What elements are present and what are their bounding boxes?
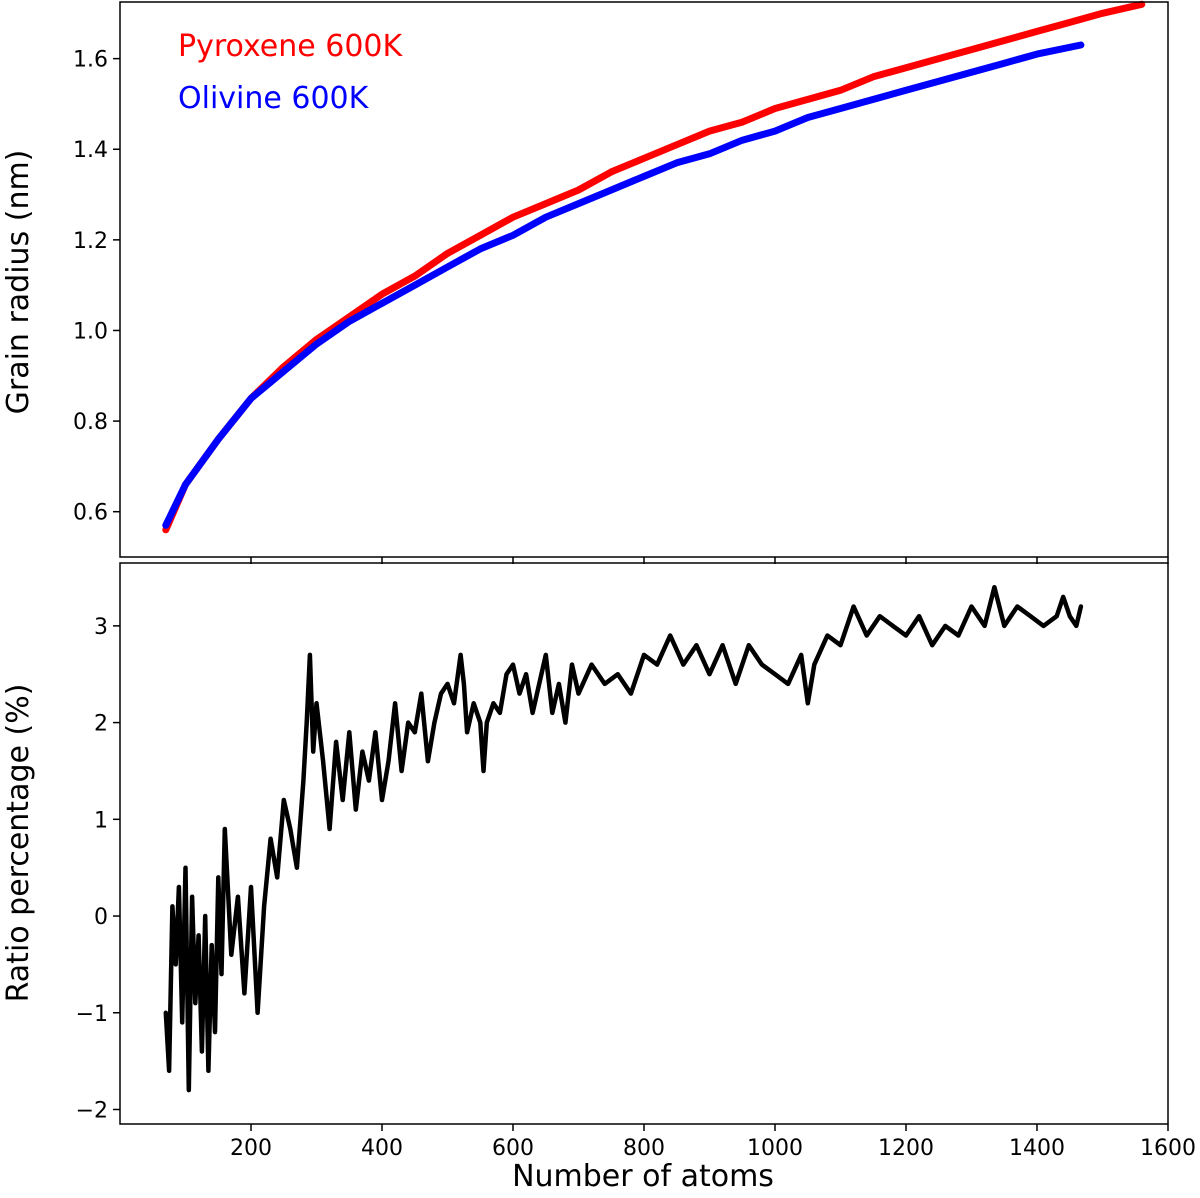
legend-item-olivine: Olivine 600K <box>178 81 370 116</box>
x-tick-label: 1600 <box>1140 1136 1196 1161</box>
y-tick-label: −1 <box>76 1002 108 1027</box>
y-tick-label: 0.8 <box>73 410 108 435</box>
x-tick-label: 400 <box>361 1136 403 1161</box>
bottom-panel-ratio: −2 −1 0 1 2 3 200 400 600 800 1000 1200 1400 1600 Ra… <box>1 562 1196 1194</box>
y-tick-label: 2 <box>94 712 108 737</box>
x-tick-label: 1200 <box>878 1136 934 1161</box>
x-tick-label: 1000 <box>747 1136 803 1161</box>
y-tick-label: 0 <box>94 905 108 930</box>
y-tick-label: 1.4 <box>73 138 108 163</box>
y-tick-label: 1.6 <box>73 48 108 73</box>
bottom-y-ticks: −2 −1 0 1 2 3 <box>76 615 120 1123</box>
series-line-ratio <box>163 584 1084 1093</box>
top-y-axis-label: Grain radius (nm) <box>1 150 36 415</box>
top-y-ticks: 0.6 0.8 1.0 1.2 1.4 1.6 <box>73 48 120 526</box>
series-line-olivine-600k <box>162 41 1085 529</box>
x-axis-label: Number of atoms <box>512 1159 774 1193</box>
legend-item-pyroxene: Pyroxene 600K <box>178 29 404 64</box>
y-tick-label: −2 <box>76 1098 108 1123</box>
y-tick-label: 1 <box>94 808 108 833</box>
top-panel-radius: 0.6 0.8 1.0 1.2 1.4 1.6 Grain radius (nm) Pyr… <box>1 0 1169 564</box>
top-plot-lines <box>162 0 1146 534</box>
bottom-plot-lines <box>163 584 1084 1093</box>
x-tick-label: 600 <box>492 1136 534 1161</box>
series-line-pyroxene-600k <box>162 0 1146 534</box>
x-tick-label: 1400 <box>1009 1136 1065 1161</box>
x-tick-label: 200 <box>230 1136 272 1161</box>
bottom-plot-frame <box>119 562 1169 1125</box>
y-tick-label: 1.2 <box>73 229 108 254</box>
y-tick-label: 1.0 <box>73 319 108 344</box>
bottom-y-axis-label: Ratio percentage (%) <box>1 684 36 1003</box>
bottom-x-ticks: 200 400 600 800 1000 1200 1400 1600 <box>230 1124 1196 1161</box>
y-tick-label: 3 <box>94 615 108 640</box>
y-tick-label: 0.6 <box>73 501 108 526</box>
top-legend: Pyroxene 600K Olivine 600K <box>178 29 404 116</box>
x-tick-label: 800 <box>623 1136 665 1161</box>
